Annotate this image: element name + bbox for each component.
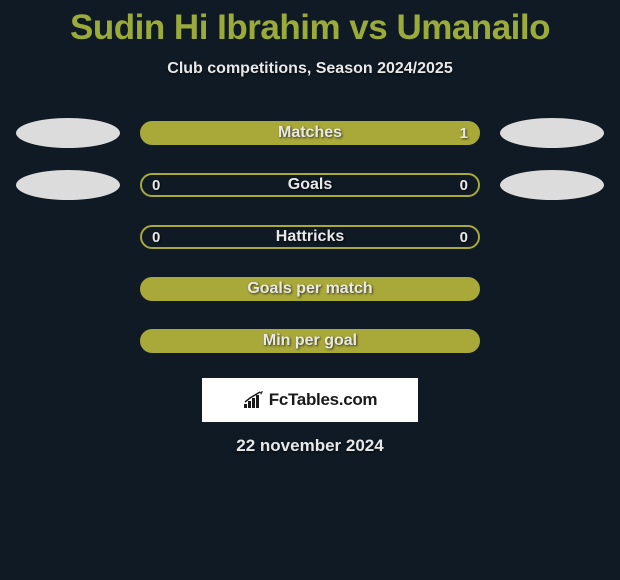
right-ellipse — [500, 170, 604, 200]
stat-right-value: 0 — [460, 229, 468, 246]
stat-pill-matches: Matches 1 — [140, 121, 480, 145]
stat-left-value: 0 — [152, 177, 160, 194]
ellipse-spacer — [500, 222, 604, 252]
stat-label: Goals per match — [247, 280, 372, 298]
stat-label: Min per goal — [263, 332, 357, 350]
chart-icon — [243, 391, 265, 409]
stat-right-value: 1 — [460, 125, 468, 142]
ellipse-spacer — [16, 274, 120, 304]
stat-pill-hattricks: 0 Hattricks 0 — [140, 225, 480, 249]
stat-row: Min per goal — [0, 326, 620, 356]
stats-area: Matches 1 0 Goals 0 0 Hattricks 0 Goals … — [0, 118, 620, 356]
ellipse-spacer — [500, 326, 604, 356]
stat-row: 0 Hattricks 0 — [0, 222, 620, 252]
logo-text: FcTables.com — [269, 390, 378, 410]
date-label: 22 november 2024 — [0, 436, 620, 456]
left-ellipse — [16, 170, 120, 200]
stat-row: 0 Goals 0 — [0, 170, 620, 200]
ellipse-spacer — [16, 326, 120, 356]
stat-label: Hattricks — [276, 228, 344, 246]
page-title: Sudin Hi Ibrahim vs Umanailo — [0, 0, 620, 48]
ellipse-spacer — [500, 274, 604, 304]
stat-pill-min-per-goal: Min per goal — [140, 329, 480, 353]
right-ellipse — [500, 118, 604, 148]
stat-row: Matches 1 — [0, 118, 620, 148]
ellipse-spacer — [16, 222, 120, 252]
stat-label: Matches — [278, 124, 342, 142]
stat-right-value: 0 — [460, 177, 468, 194]
stat-left-value: 0 — [152, 229, 160, 246]
stat-label: Goals — [288, 176, 332, 194]
left-ellipse — [16, 118, 120, 148]
logo-box[interactable]: FcTables.com — [202, 378, 418, 422]
stat-pill-goals: 0 Goals 0 — [140, 173, 480, 197]
page-subtitle: Club competitions, Season 2024/2025 — [0, 60, 620, 78]
stat-row: Goals per match — [0, 274, 620, 304]
stat-pill-goals-per-match: Goals per match — [140, 277, 480, 301]
